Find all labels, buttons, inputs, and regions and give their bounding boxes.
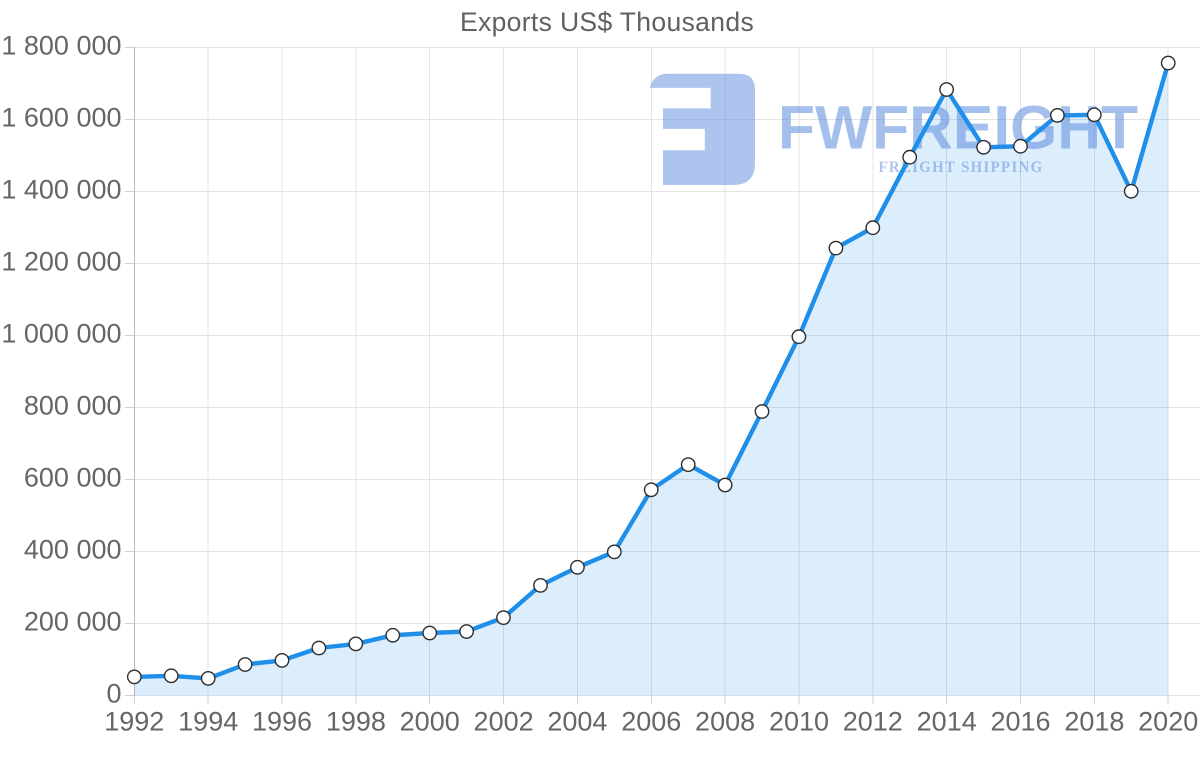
- svg-text:200 000: 200 000: [24, 607, 122, 637]
- svg-text:Exports US$ Thousands: Exports US$ Thousands: [460, 7, 754, 37]
- svg-text:1 600 000: 1 600 000: [1, 103, 121, 133]
- svg-text:2002: 2002: [474, 707, 534, 737]
- svg-text:1 200 000: 1 200 000: [1, 247, 121, 277]
- svg-text:600 000: 600 000: [24, 463, 122, 493]
- svg-text:2020: 2020: [1138, 707, 1198, 737]
- svg-text:2014: 2014: [917, 707, 977, 737]
- svg-text:1994: 1994: [178, 707, 238, 737]
- svg-text:2000: 2000: [400, 707, 460, 737]
- svg-text:2004: 2004: [547, 707, 607, 737]
- svg-text:1 400 000: 1 400 000: [1, 175, 121, 205]
- svg-text:1998: 1998: [326, 707, 386, 737]
- svg-text:1996: 1996: [252, 707, 312, 737]
- svg-text:0: 0: [106, 679, 121, 709]
- svg-text:2016: 2016: [990, 707, 1050, 737]
- svg-text:2012: 2012: [843, 707, 903, 737]
- svg-text:400 000: 400 000: [24, 535, 122, 565]
- svg-text:1 800 000: 1 800 000: [1, 31, 121, 61]
- svg-text:1992: 1992: [104, 707, 164, 737]
- svg-text:1 000 000: 1 000 000: [1, 319, 121, 349]
- svg-text:2008: 2008: [695, 707, 755, 737]
- svg-text:FREIGHT SHIPPING: FREIGHT SHIPPING: [879, 159, 1044, 176]
- svg-text:800 000: 800 000: [24, 391, 122, 421]
- svg-text:2010: 2010: [769, 707, 829, 737]
- svg-text:2018: 2018: [1064, 707, 1124, 737]
- svg-text:2006: 2006: [621, 707, 681, 737]
